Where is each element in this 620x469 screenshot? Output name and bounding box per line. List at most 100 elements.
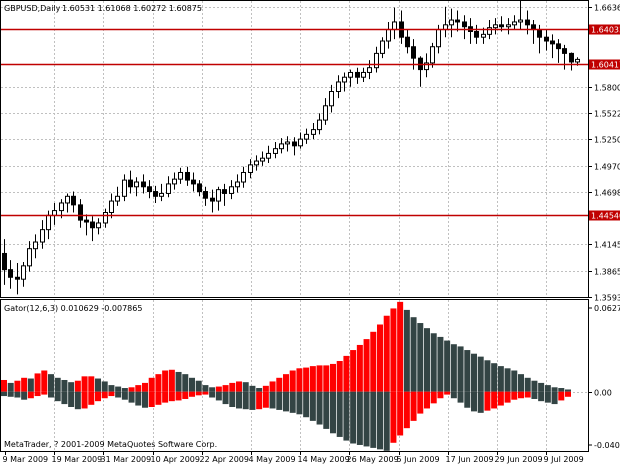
gator-upper-bar <box>457 346 464 392</box>
gator-lower-bar <box>336 391 343 437</box>
candle-body-bull <box>229 186 234 194</box>
candle-body-bull <box>304 133 309 140</box>
gator-lower-bar <box>21 391 28 400</box>
candle-body-bull <box>298 138 303 147</box>
time-tick-label: 31 Mar 2009 <box>101 455 152 464</box>
gator-lower-bar <box>88 391 95 405</box>
gator-lower-bar <box>262 391 269 408</box>
candle-body-bear <box>292 141 297 147</box>
price-header-symbol: GBPUSD,Daily <box>4 4 61 13</box>
price-grid <box>1 1 588 297</box>
gator-lower-bar <box>195 391 202 396</box>
candle-body-bull <box>273 148 278 154</box>
gator-lower-bar <box>417 391 424 414</box>
gator-upper-bar <box>54 377 61 392</box>
gator-lower-bar <box>383 391 390 451</box>
gator-lower-bar <box>242 391 249 410</box>
gator-lower-bar <box>471 391 477 412</box>
level-label-bg <box>589 24 620 35</box>
gator-lower-bar <box>101 391 108 399</box>
gator-upper-bar <box>27 378 34 392</box>
gator-lower-bar <box>182 391 189 399</box>
gator-lower-bar <box>477 391 484 413</box>
gator-upper-bar <box>437 336 444 392</box>
candle-body-bull <box>21 265 26 280</box>
candle-body-bull <box>96 222 101 229</box>
candle-body-bull <box>235 181 240 188</box>
gator-upper-bar <box>296 368 303 392</box>
gator-upper-bar <box>477 356 484 392</box>
gator-upper-bar <box>249 385 256 392</box>
gator-upper-bar <box>34 373 41 392</box>
indicator-tick-label: 0.00 <box>594 389 612 398</box>
candle-body-bull <box>172 178 177 185</box>
gator-lower-bar <box>511 391 518 400</box>
gator-upper-bar <box>61 379 68 392</box>
gator-lower-bar <box>538 391 545 402</box>
time-tick-label: 29 Jun 2009 <box>495 455 543 464</box>
candle-body-bull <box>52 210 57 216</box>
gator-lower-bar <box>269 391 276 409</box>
time-tick-label: 4 May 2009 <box>249 455 296 464</box>
gator-upper-bar <box>21 377 28 392</box>
gator-lower-bar <box>81 391 88 409</box>
gator-lower-bar <box>249 391 256 410</box>
gator-upper-bar <box>276 377 283 392</box>
price-panel-frame <box>0 0 589 298</box>
candle-body-bear <box>71 195 76 206</box>
gator-lower-bar <box>410 391 417 421</box>
gator-upper-bar <box>182 374 189 392</box>
gator-lower-bar <box>222 391 229 405</box>
candle-body-bull <box>512 21 517 26</box>
gator-lower-bar <box>491 391 498 409</box>
gator-lower-bar <box>155 391 162 405</box>
gator-upper-bar <box>518 374 524 392</box>
gator-upper-bar <box>135 385 142 392</box>
candle-body-bull <box>449 19 454 26</box>
time-tick-label: 19 Mar 2009 <box>52 455 103 464</box>
gator-upper-bar <box>41 370 48 392</box>
level-label: 1.44540 <box>591 212 620 221</box>
candle-body-bear <box>556 43 561 50</box>
gator-upper-bar <box>202 385 209 392</box>
gator-upper-bar <box>88 376 95 392</box>
candle-body-bull <box>342 76 347 83</box>
candle-body-bear <box>147 186 152 193</box>
candle-body-bull <box>285 141 290 145</box>
candle-body-bear <box>128 179 133 188</box>
candle-body-bear <box>197 183 202 193</box>
gator-lower-bar <box>484 391 491 411</box>
candle-body-bull <box>436 29 441 48</box>
gator-upper-bar <box>68 382 75 392</box>
time-tick-label: 17 Jun 2009 <box>446 455 494 464</box>
candle-body-bull <box>65 195 70 204</box>
time-tick-label: 10 Apr 2009 <box>151 455 200 464</box>
gator-upper-bar <box>504 368 511 392</box>
gator-upper-bar <box>491 363 498 392</box>
gator-upper-bar <box>262 385 269 392</box>
gator-lower-bar <box>524 391 531 398</box>
gator-lower-bar <box>531 391 538 399</box>
candle-body-bull <box>27 248 32 267</box>
gator-lower-bar <box>356 391 363 445</box>
gator-upper-bar <box>390 308 397 392</box>
gator-lower-bar <box>309 391 316 421</box>
gator-lower-bar <box>115 391 122 398</box>
candle-body-bull <box>159 192 164 197</box>
gator-lower-bar <box>14 391 21 398</box>
gator-upper-bar <box>356 344 363 392</box>
gator-lower-bar <box>121 391 128 400</box>
gator-upper-bar <box>121 388 128 392</box>
gator-lower-bar <box>370 391 377 448</box>
gator-upper-bar <box>511 370 518 392</box>
indicator-tick-label: -0.04063 <box>594 441 620 450</box>
gator-lower-bar <box>236 391 242 409</box>
price-tick-label: 1.38655 <box>594 268 620 277</box>
gator-lower-bar <box>518 391 524 399</box>
candle-body-bear <box>562 48 567 54</box>
gator-upper-bar <box>336 361 343 392</box>
gator-upper-bar <box>538 382 545 392</box>
gator-lower-bar <box>74 391 81 410</box>
candle-body-bull <box>216 189 221 202</box>
